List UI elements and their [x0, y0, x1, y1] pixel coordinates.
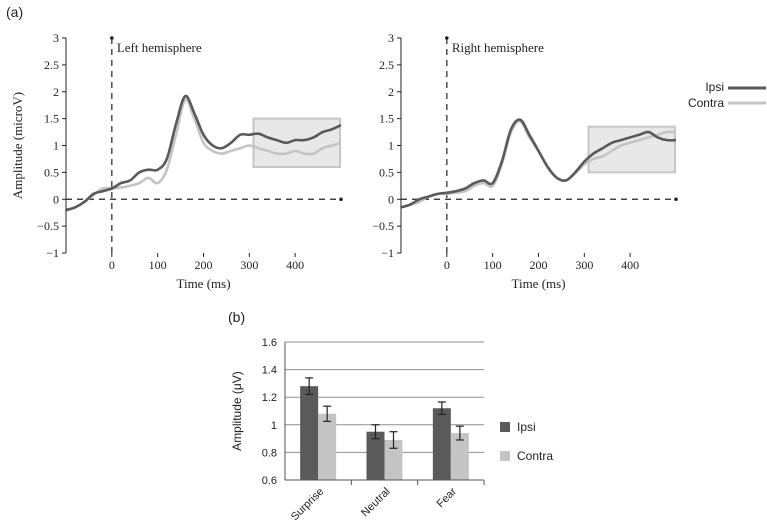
pL-y-tick-label: −1: [46, 246, 59, 260]
right-x-axis-label: Time (ms): [511, 276, 565, 291]
pR-y-tick-label: 2: [388, 85, 394, 99]
pL-x-tick-label: 200: [195, 258, 213, 272]
pR-y-tick-label: −1: [381, 246, 394, 260]
pL-y-tick-label: 2: [53, 85, 59, 99]
bar-y-tick-label: 1.4: [262, 365, 277, 377]
pL-y-tick-label: 3: [53, 31, 59, 45]
right-ipsi-line: [400, 118, 677, 209]
pL-x-tick-label: 0: [109, 258, 115, 272]
pL-x-tick-label: 300: [240, 258, 258, 272]
pR-x-tick-label: 300: [575, 258, 593, 272]
bar-category-label: Fear: [434, 485, 459, 510]
legend-a-contra-label: Contra: [688, 96, 724, 110]
pL-y-tick-label: 0.5: [44, 165, 59, 179]
pL-x-tick-label: 100: [149, 258, 167, 272]
bar-y-tick-label: 0.6: [262, 475, 277, 487]
panel-b-label: (b): [228, 309, 245, 325]
pR-onset-line-end-dot: [445, 36, 449, 40]
pL-y-tick-label: 0: [53, 192, 59, 206]
bar-y-tick-label: 0.8: [262, 447, 277, 459]
right-plot-title: Right hemisphere: [452, 40, 544, 55]
pR-y-tick-label: −0.5: [372, 219, 394, 233]
legend-b-contra-swatch: [500, 451, 510, 461]
bar-contra-fear: [450, 433, 469, 480]
pL-y-tick-label: 1.5: [44, 112, 59, 126]
bar-ipsi-surprise: [300, 386, 319, 480]
pR-y-tick-label: 1.5: [379, 112, 394, 126]
bar-y-tick-label: 1.2: [262, 392, 277, 404]
legend-b-ipsi-label: Ipsi: [517, 420, 536, 434]
pR-y-tick-label: 2.5: [379, 58, 394, 72]
right-hemisphere-plot: −1 −0.5 0 0.5 1 1.5 2 2.5 3 0 100 200 300 400 Right h…: [372, 31, 678, 291]
pR-x-tick-label: 0: [444, 258, 450, 272]
pR-y-tick-label: 1: [388, 139, 394, 153]
pL-y-tick-label: 2.5: [44, 58, 59, 72]
legend-b-contra-label: Contra: [517, 449, 553, 463]
left-ipsi-line: [65, 94, 342, 212]
panel-a-label: (a): [6, 4, 23, 20]
bar-y-tick-label: 1.6: [262, 337, 277, 349]
pR-y-tick-label: 0: [388, 192, 394, 206]
bar-contra-surprise: [318, 413, 337, 480]
bar-ipsi-neutral: [366, 431, 385, 480]
pL-x-tick-label: 400: [286, 258, 304, 272]
pR-x-tick-label: 400: [621, 258, 639, 272]
left-highlight-window: [252, 117, 341, 168]
pL-y-tick-label: −0.5: [37, 219, 59, 233]
pR-x-tick-label: 200: [530, 258, 548, 272]
left-hemisphere-plot: −1 −0.5 0 0.5 1 1.5 2 2.5 3 0 100 200 300 400 Left he…: [10, 31, 343, 291]
left-y-axis-label: Amplitude (microV): [10, 92, 25, 199]
bar-chart: 0.6 0.8 1 1.2 1.4 1.6 Surprise Neutral Fear Ampl…: [230, 337, 485, 523]
bar-contra-neutral: [384, 439, 403, 480]
bar-category-label: Neutral: [359, 486, 393, 520]
pL-zero-line-end-dot: [339, 197, 343, 202]
legend-b-ipsi-swatch: [500, 422, 510, 432]
bar-y-axis-label: Amplitude (μV): [230, 371, 244, 451]
pR-x-tick-label: 100: [484, 258, 502, 272]
left-plot-title: Left hemisphere: [117, 40, 202, 55]
bar-y-tick-label: 1: [271, 420, 277, 432]
pR-y-tick-label: 3: [388, 31, 394, 45]
left-x-axis-label: Time (ms): [176, 276, 230, 291]
pL-onset-line-end-dot: [110, 36, 114, 40]
bar-ipsi-fear: [432, 408, 451, 480]
legend-b: Ipsi Contra: [500, 420, 553, 463]
legend-a: Ipsi Contra: [688, 80, 766, 110]
legend-a-ipsi-label: Ipsi: [705, 80, 724, 94]
pR-y-tick-label: 0.5: [379, 165, 394, 179]
pR-zero-line-end-dot: [674, 197, 678, 202]
pL-y-tick-label: 1: [53, 139, 59, 153]
bar-category-label: Surprise: [289, 486, 326, 523]
